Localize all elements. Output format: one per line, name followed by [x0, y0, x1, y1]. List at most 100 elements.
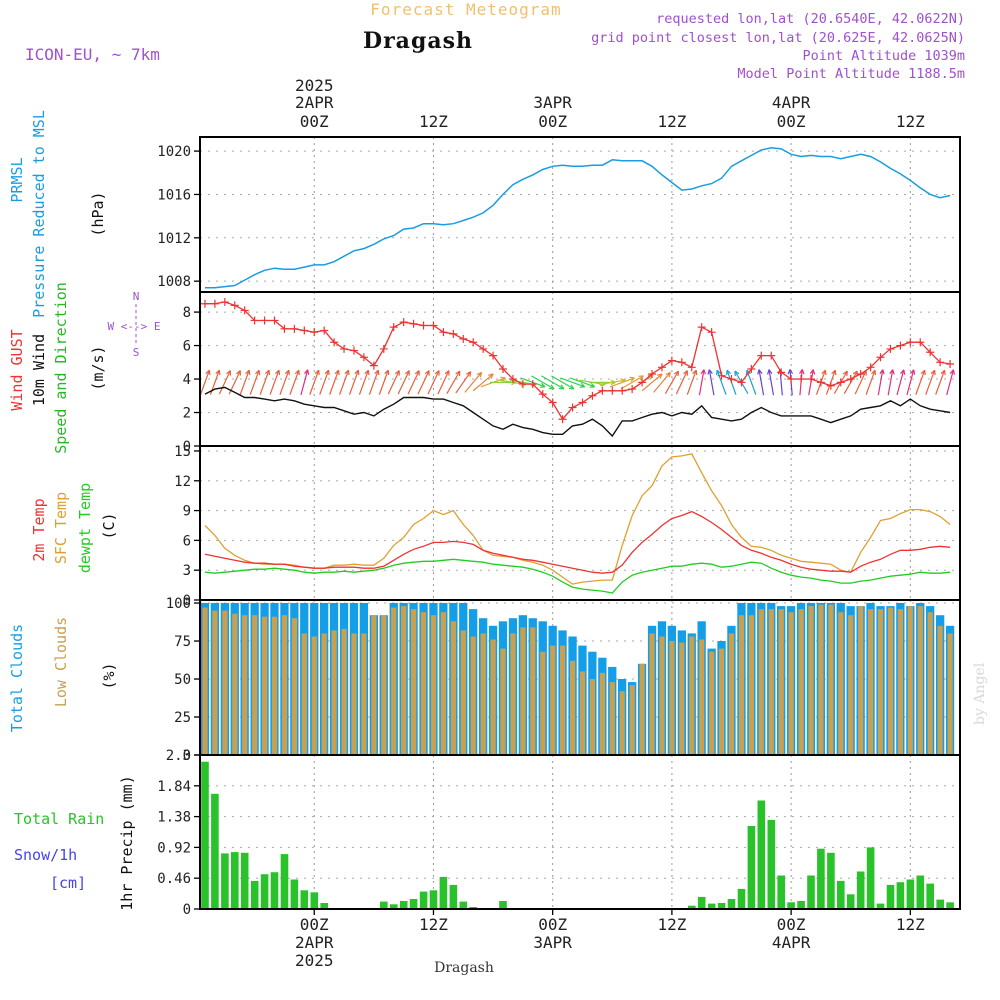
pressure-label-2: Pressure Reduced to MSL [30, 110, 48, 318]
low-cloud-bar [500, 648, 506, 755]
wind-arrow-head [274, 369, 281, 376]
wind-arrow-head [589, 382, 596, 388]
wind-label-gust: Wind GUST [8, 329, 26, 410]
wind-arrow-head [245, 369, 251, 376]
wind-arrow-head [466, 371, 472, 377]
wind-arrow-head [314, 369, 320, 376]
low-cloud-bar [232, 613, 238, 755]
gust-marker [657, 363, 666, 372]
low-cloud-bar [411, 609, 417, 755]
gust-marker [528, 380, 537, 389]
temp-2m-line [204, 510, 951, 574]
wind-arrow-head [700, 369, 706, 375]
gust-marker [419, 321, 428, 330]
gust-marker [300, 326, 309, 335]
gust-marker [697, 323, 706, 332]
wind-arrow-head [734, 370, 740, 377]
gust-marker [310, 328, 319, 337]
wind-arrow [708, 369, 715, 396]
precip-bar [936, 899, 944, 909]
precip-bar [876, 903, 885, 909]
requested-coords: requested lon,lat (20.6540E, 42.0622N) [656, 11, 965, 27]
low-cloud-bar [550, 645, 556, 755]
wind-arrow-head [726, 369, 732, 376]
gust-marker [667, 356, 676, 365]
wind-arrow-head [949, 369, 955, 375]
y-tick-label: 2.3 [166, 748, 191, 764]
low-cloud-bar [778, 609, 784, 755]
precip-bar [717, 903, 726, 909]
wind-arrow-head [205, 369, 211, 376]
low-cloud-bar [927, 612, 933, 755]
low-cloud-bar [689, 636, 695, 755]
precip-bar [837, 880, 845, 909]
wind-arrow-head [394, 370, 400, 376]
y-tick-label: 50 [174, 672, 191, 688]
low-cloud-bar [589, 679, 595, 755]
top-date-label: 3APR [533, 93, 572, 112]
compass-n: N [133, 290, 140, 303]
wind-arrow-head [404, 370, 410, 376]
gust-marker [797, 375, 806, 384]
wind-panel: 0 2 4 6 8 Wind GUST 10m Wind Speed and Directio… [8, 282, 961, 455]
gust-marker [826, 381, 835, 390]
low-cloud-bar [490, 639, 496, 755]
low-cloud-bar [887, 607, 894, 755]
low-cloud-bar [838, 612, 844, 755]
low-cloud-bar [212, 610, 218, 755]
low-cloud-bar [917, 606, 923, 755]
gust-marker [548, 398, 557, 407]
wind-arrow [472, 373, 494, 392]
gust-marker [866, 363, 875, 372]
wind-arrow-head [558, 384, 565, 390]
low-cloud-bar [709, 651, 715, 755]
gust-marker [508, 375, 517, 384]
precip-bar [250, 880, 259, 909]
gust-marker [648, 370, 657, 379]
wind-arrow-head [809, 369, 816, 375]
wind-arrow [249, 369, 260, 395]
gust-marker [399, 318, 408, 327]
y-tick-label: 15 [174, 444, 191, 460]
low-cloud-bar [262, 616, 268, 755]
wind-arrow [279, 369, 290, 395]
wind-arrow [570, 377, 595, 388]
low-cloud-bar [430, 615, 437, 755]
wind-arrow-head [629, 376, 635, 382]
wind-arrow [218, 370, 231, 395]
gust-marker [846, 375, 855, 384]
y-tick-label: 1020 [157, 144, 191, 160]
low-cloud-bar [450, 621, 456, 755]
gust-marker [489, 351, 498, 360]
y-tick-label: 2 [183, 406, 191, 422]
wind-arrow [289, 369, 300, 395]
low-cloud-bar [639, 663, 645, 755]
wind-arrow [319, 369, 330, 395]
gust-marker [926, 348, 935, 357]
legend-snow-unit: [cm] [50, 874, 86, 892]
wind-arrow-head [799, 369, 805, 375]
gust-marker [449, 329, 458, 338]
y-tick-label: 25 [174, 710, 191, 726]
top-hour-label: 00Z [300, 112, 329, 131]
bottom-hour-label: 00Z [300, 915, 329, 934]
gust-marker [220, 298, 229, 307]
top-hour-label: 12Z [896, 112, 925, 131]
y-tick-label: 8 [183, 305, 191, 321]
wind-arrow-head [842, 370, 848, 377]
temp-label-2m: 2m Temp [30, 498, 48, 561]
low-cloud-bar [560, 645, 566, 755]
wind-arrow-head [354, 369, 360, 376]
precip-bar [688, 905, 696, 909]
gust-marker [777, 368, 786, 377]
top-hour-label: 12Z [657, 112, 686, 131]
low-cloud-bar [728, 633, 735, 755]
precip-bar [280, 854, 289, 909]
wind-arrow [358, 369, 369, 395]
precip-bar [499, 901, 507, 909]
wind-arrow [865, 369, 876, 395]
y-tick-label: 0.46 [157, 871, 191, 887]
precip-bar [856, 871, 865, 909]
wind-arrow-head [226, 370, 231, 376]
